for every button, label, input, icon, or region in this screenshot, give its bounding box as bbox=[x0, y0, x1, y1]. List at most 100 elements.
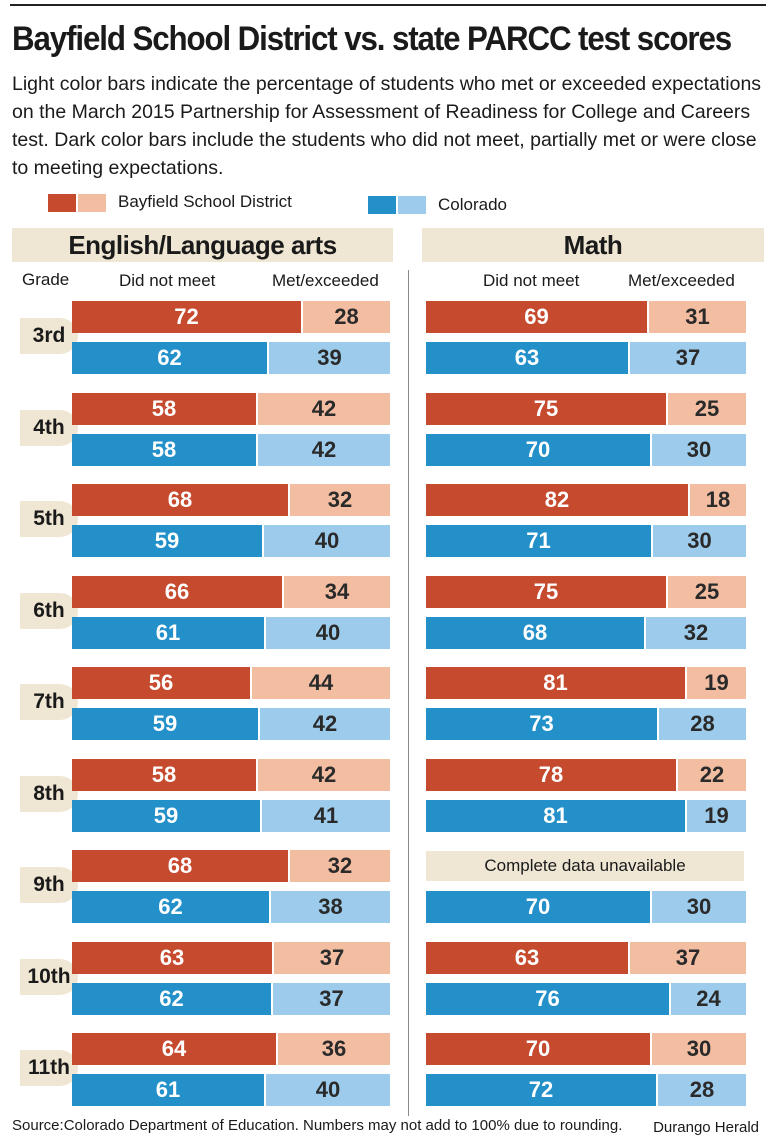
ela-colorado-bar: 61 40 bbox=[72, 616, 390, 649]
ela-bayfield-did-not-meet-label: 64 bbox=[161, 1036, 187, 1061]
math-bayfield-did-not-meet-label: 75 bbox=[533, 395, 559, 421]
ela-colorado-did-not-meet-segment: 61 bbox=[72, 1074, 264, 1106]
ela-bayfield-met-exceeded-label: 37 bbox=[319, 944, 345, 970]
ela-colorado-met-exceeded-label: 39 bbox=[317, 345, 342, 370]
ela-colorado-did-not-meet-label: 62 bbox=[157, 345, 182, 370]
math-colorado-met-exceeded-segment: 37 bbox=[630, 342, 746, 374]
math-bayfield-met-exceeded-segment: 18 bbox=[690, 484, 746, 516]
ela-colorado-met-exceeded-label: 40 bbox=[315, 1077, 341, 1102]
math-bayfield-met-exceeded-label: 31 bbox=[685, 304, 710, 329]
ela-colorado-bar: 61 40 bbox=[72, 1074, 390, 1106]
ela-colorado-met-exceeded-label: 41 bbox=[313, 802, 339, 828]
ela-bayfield-bar: 63 37 bbox=[72, 941, 390, 974]
ela-bayfield-met-exceeded-label: 28 bbox=[334, 304, 359, 329]
math-colorado-met-exceeded-segment: 24 bbox=[671, 982, 746, 1015]
math-colorado-did-not-meet-segment: 70 bbox=[426, 433, 650, 466]
math-bayfield-did-not-meet-label: 75 bbox=[533, 578, 559, 604]
math-colorado-bar: 71 30 bbox=[426, 525, 746, 557]
ela-colorado-met-exceeded-segment: 41 bbox=[262, 799, 390, 832]
math-bayfield-met-exceeded-label: 19 bbox=[704, 670, 729, 695]
ela-colorado-met-exceeded-label: 37 bbox=[319, 985, 344, 1011]
ela-colorado-did-not-meet-label: 59 bbox=[154, 528, 180, 553]
ela-bayfield-met-exceeded-segment: 42 bbox=[258, 758, 390, 791]
math-colorado-bar: 63 37 bbox=[426, 342, 746, 374]
math-colorado-met-exceeded-label: 28 bbox=[690, 711, 715, 736]
math-bayfield-met-exceeded-segment: 31 bbox=[649, 301, 746, 333]
ela-bayfield-bar: 68 32 bbox=[72, 484, 390, 516]
panel-title-math: Math bbox=[422, 228, 764, 262]
math-bayfield-bar: 70 30 bbox=[426, 1033, 746, 1065]
ela-bayfield-did-not-meet-segment: 58 bbox=[72, 758, 256, 791]
math-colorado-bar: 76 24 bbox=[426, 982, 746, 1015]
math-bayfield-did-not-meet-segment: 82 bbox=[426, 484, 688, 516]
math-colorado-met-exceeded-label: 37 bbox=[675, 345, 701, 370]
math-bayfield-did-not-meet-segment: 70 bbox=[426, 1033, 650, 1065]
ela-colorado-bar: 62 38 bbox=[72, 891, 390, 923]
ela-bayfield-did-not-meet-label: 56 bbox=[148, 670, 174, 695]
source-note: Source:Colorado Department of Education.… bbox=[12, 1117, 623, 1134]
ela-bayfield-did-not-meet-segment: 63 bbox=[72, 941, 272, 974]
grade-column-header: Grade bbox=[22, 270, 70, 289]
ela-bayfield-did-not-meet-segment: 66 bbox=[72, 575, 282, 608]
ela-bayfield-met-exceeded-label: 32 bbox=[327, 853, 353, 878]
legend-swatch-colorado-light bbox=[398, 196, 426, 214]
top-rule bbox=[10, 4, 766, 6]
math-colorado-did-not-meet-label: 73 bbox=[529, 711, 554, 736]
math-colorado-met-exceeded-segment: 28 bbox=[659, 708, 746, 740]
ela-colorado-met-exceeded-segment: 42 bbox=[260, 708, 390, 740]
math-colorado-bar: 70 30 bbox=[426, 433, 746, 466]
ela-colorado-bar: 59 42 bbox=[72, 708, 390, 740]
math-bayfield-met-exceeded-label: 18 bbox=[705, 487, 731, 512]
ela-bayfield-met-exceeded-label: 42 bbox=[311, 761, 337, 787]
ela-colorado-met-exceeded-label: 42 bbox=[311, 436, 337, 462]
math-bayfield-did-not-meet-label: 70 bbox=[525, 1036, 551, 1061]
math-colorado-did-not-meet-label: 70 bbox=[525, 436, 551, 462]
math-colorado-met-exceeded-label: 30 bbox=[687, 528, 712, 553]
ela-colorado-did-not-meet-label: 58 bbox=[151, 436, 177, 462]
math-colorado-did-not-meet-segment: 72 bbox=[426, 1074, 656, 1106]
ela-colorado-did-not-meet-segment: 62 bbox=[72, 891, 269, 923]
grade-label: 6th bbox=[20, 592, 78, 629]
ela-colorado-did-not-meet-label: 61 bbox=[155, 1077, 181, 1102]
ela-colorado-met-exceeded-segment: 42 bbox=[258, 433, 390, 466]
ela-bayfield-met-exceeded-segment: 44 bbox=[252, 667, 390, 699]
ela-colorado-did-not-meet-label: 59 bbox=[153, 802, 179, 828]
math-colorado-met-exceeded-segment: 30 bbox=[652, 891, 746, 923]
ela-colorado-met-exceeded-label: 38 bbox=[318, 894, 343, 919]
ela-bayfield-did-not-meet-segment: 58 bbox=[72, 392, 256, 425]
math-bayfield-met-exceeded-label: 30 bbox=[686, 1036, 712, 1061]
grade-label: 11th bbox=[20, 1050, 78, 1086]
math-bayfield-bar: 75 25 bbox=[426, 392, 746, 425]
math-colorado-bar: 70 30 bbox=[426, 891, 746, 923]
math-colorado-did-not-meet-segment: 70 bbox=[426, 891, 650, 923]
chart-title: Bayfield School District vs. state PARCC… bbox=[12, 20, 732, 58]
math-colorado-met-exceeded-segment: 32 bbox=[646, 616, 746, 649]
math-colorado-bar: 81 19 bbox=[426, 799, 746, 832]
ela-bayfield-bar: 58 42 bbox=[72, 758, 390, 791]
math-colorado-did-not-meet-label: 63 bbox=[514, 345, 540, 370]
math-colorado-met-exceeded-segment: 30 bbox=[652, 433, 746, 466]
ela-bayfield-met-exceeded-label: 32 bbox=[327, 487, 353, 512]
ela-did-not-meet-header: Did not meet bbox=[119, 271, 216, 290]
ela-bayfield-met-exceeded-label: 36 bbox=[321, 1036, 347, 1061]
ela-colorado-met-exceeded-label: 40 bbox=[314, 528, 340, 553]
ela-colorado-did-not-meet-segment: 61 bbox=[72, 616, 264, 649]
ela-bayfield-met-exceeded-segment: 32 bbox=[290, 484, 390, 516]
ela-met-exceeded-header: Met/exceeded bbox=[272, 271, 379, 290]
math-colorado-did-not-meet-segment: 63 bbox=[426, 342, 628, 374]
math-colorado-met-exceeded-label: 28 bbox=[689, 1077, 715, 1102]
math-bayfield-met-exceeded-segment: 37 bbox=[630, 941, 746, 974]
math-bayfield-met-exceeded-segment: 25 bbox=[668, 392, 746, 425]
math-colorado-did-not-meet-label: 71 bbox=[526, 528, 551, 553]
math-bayfield-met-exceeded-segment: 22 bbox=[678, 758, 746, 791]
math-colorado-met-exceeded-segment: 19 bbox=[687, 799, 746, 832]
ela-colorado-met-exceeded-segment: 40 bbox=[266, 1074, 390, 1106]
math-bayfield-did-not-meet-segment: 81 bbox=[426, 667, 685, 699]
ela-colorado-bar: 62 39 bbox=[72, 342, 390, 374]
math-colorado-bar: 72 28 bbox=[426, 1074, 746, 1106]
data-unavailable-note: Complete data unavailable bbox=[426, 851, 744, 881]
ela-bayfield-bar: 66 34 bbox=[72, 575, 390, 608]
math-bayfield-did-not-meet-label: 78 bbox=[538, 761, 564, 787]
math-bayfield-did-not-meet-label: 81 bbox=[543, 670, 568, 695]
legend-label-bayfield: Bayfield School District bbox=[118, 192, 292, 211]
